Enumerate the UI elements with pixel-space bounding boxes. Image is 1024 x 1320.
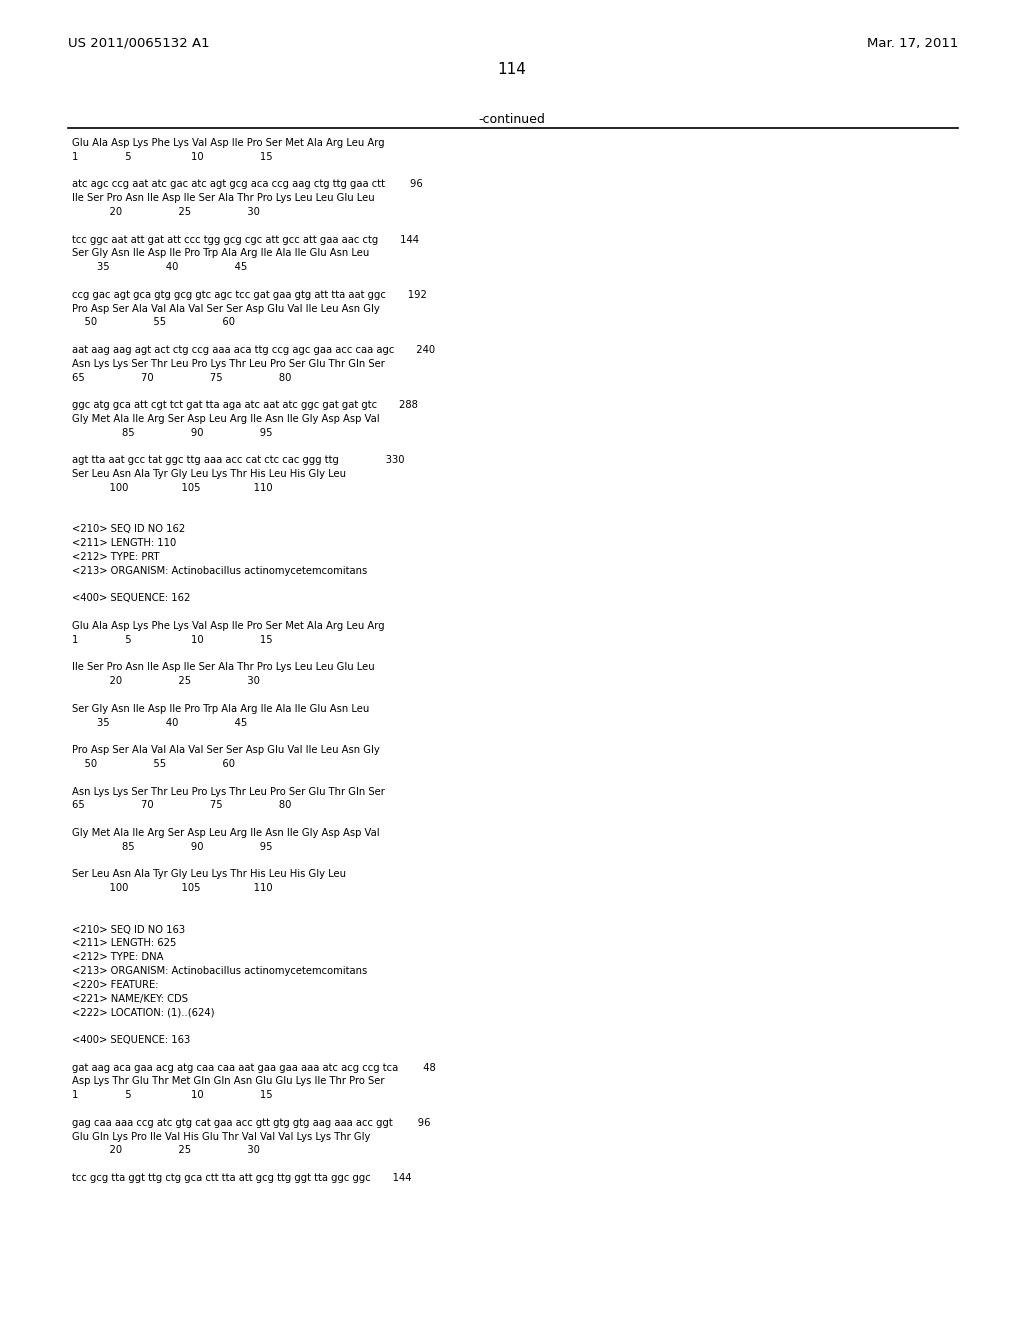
Text: Asp Lys Thr Glu Thr Met Gln Gln Asn Glu Glu Lys Ile Thr Pro Ser: Asp Lys Thr Glu Thr Met Gln Gln Asn Glu … — [72, 1076, 384, 1086]
Text: gat aag aca gaa acg atg caa caa aat gaa gaa aaa atc acg ccg tca        48: gat aag aca gaa acg atg caa caa aat gaa … — [72, 1063, 436, 1073]
Text: Glu Ala Asp Lys Phe Lys Val Asp Ile Pro Ser Met Ala Arg Leu Arg: Glu Ala Asp Lys Phe Lys Val Asp Ile Pro … — [72, 620, 385, 631]
Text: aat aag aag agt act ctg ccg aaa aca ttg ccg agc gaa acc caa agc       240: aat aag aag agt act ctg ccg aaa aca ttg … — [72, 345, 435, 355]
Text: ggc atg gca att cgt tct gat tta aga atc aat atc ggc gat gat gtc       288: ggc atg gca att cgt tct gat tta aga atc … — [72, 400, 418, 411]
Text: 1               5                   10                  15: 1 5 10 15 — [72, 1090, 272, 1100]
Text: <221> NAME/KEY: CDS: <221> NAME/KEY: CDS — [72, 994, 188, 1003]
Text: Glu Gln Lys Pro Ile Val His Glu Thr Val Val Val Lys Lys Thr Gly: Glu Gln Lys Pro Ile Val His Glu Thr Val … — [72, 1131, 371, 1142]
Text: 20                  25                  30: 20 25 30 — [72, 207, 260, 216]
Text: 65                  70                  75                  80: 65 70 75 80 — [72, 372, 292, 383]
Text: <211> LENGTH: 110: <211> LENGTH: 110 — [72, 539, 176, 548]
Text: Asn Lys Lys Ser Thr Leu Pro Lys Thr Leu Pro Ser Glu Thr Gln Ser: Asn Lys Lys Ser Thr Leu Pro Lys Thr Leu … — [72, 787, 385, 796]
Text: -continued: -continued — [478, 114, 546, 125]
Text: <210> SEQ ID NO 163: <210> SEQ ID NO 163 — [72, 924, 185, 935]
Text: 20                  25                  30: 20 25 30 — [72, 676, 260, 686]
Text: Gly Met Ala Ile Arg Ser Asp Leu Arg Ile Asn Ile Gly Asp Asp Val: Gly Met Ala Ile Arg Ser Asp Leu Arg Ile … — [72, 828, 380, 838]
Text: gag caa aaa ccg atc gtg cat gaa acc gtt gtg gtg aag aaa acc ggt        96: gag caa aaa ccg atc gtg cat gaa acc gtt … — [72, 1118, 430, 1127]
Text: agt tta aat gcc tat ggc ttg aaa acc cat ctc cac ggg ttg               330: agt tta aat gcc tat ggc ttg aaa acc cat … — [72, 455, 404, 466]
Text: 85                  90                  95: 85 90 95 — [72, 842, 272, 851]
Text: <213> ORGANISM: Actinobacillus actinomycetemcomitans: <213> ORGANISM: Actinobacillus actinomyc… — [72, 566, 368, 576]
Text: 35                  40                  45: 35 40 45 — [72, 263, 247, 272]
Text: Pro Asp Ser Ala Val Ala Val Ser Ser Asp Glu Val Ile Leu Asn Gly: Pro Asp Ser Ala Val Ala Val Ser Ser Asp … — [72, 304, 380, 314]
Text: 1               5                   10                  15: 1 5 10 15 — [72, 635, 272, 644]
Text: Ser Gly Asn Ile Asp Ile Pro Trp Ala Arg Ile Ala Ile Glu Asn Leu: Ser Gly Asn Ile Asp Ile Pro Trp Ala Arg … — [72, 248, 370, 259]
Text: Ser Leu Asn Ala Tyr Gly Leu Lys Thr His Leu His Gly Leu: Ser Leu Asn Ala Tyr Gly Leu Lys Thr His … — [72, 469, 346, 479]
Text: <220> FEATURE:: <220> FEATURE: — [72, 979, 159, 990]
Text: ccg gac agt gca gtg gcg gtc agc tcc gat gaa gtg att tta aat ggc       192: ccg gac agt gca gtg gcg gtc agc tcc gat … — [72, 290, 427, 300]
Text: <210> SEQ ID NO 162: <210> SEQ ID NO 162 — [72, 524, 185, 535]
Text: 85                  90                  95: 85 90 95 — [72, 428, 272, 438]
Text: <222> LOCATION: (1)..(624): <222> LOCATION: (1)..(624) — [72, 1007, 214, 1018]
Text: 35                  40                  45: 35 40 45 — [72, 718, 247, 727]
Text: <212> TYPE: DNA: <212> TYPE: DNA — [72, 952, 164, 962]
Text: tcc gcg tta ggt ttg ctg gca ctt tta att gcg ttg ggt tta ggc ggc       144: tcc gcg tta ggt ttg ctg gca ctt tta att … — [72, 1173, 412, 1183]
Text: Ile Ser Pro Asn Ile Asp Ile Ser Ala Thr Pro Lys Leu Leu Glu Leu: Ile Ser Pro Asn Ile Asp Ile Ser Ala Thr … — [72, 663, 375, 672]
Text: Asn Lys Lys Ser Thr Leu Pro Lys Thr Leu Pro Ser Glu Thr Gln Ser: Asn Lys Lys Ser Thr Leu Pro Lys Thr Leu … — [72, 359, 385, 368]
Text: <211> LENGTH: 625: <211> LENGTH: 625 — [72, 939, 176, 948]
Text: Mar. 17, 2011: Mar. 17, 2011 — [866, 37, 958, 50]
Text: <400> SEQUENCE: 163: <400> SEQUENCE: 163 — [72, 1035, 190, 1045]
Text: US 2011/0065132 A1: US 2011/0065132 A1 — [68, 37, 210, 50]
Text: 114: 114 — [498, 62, 526, 77]
Text: Glu Ala Asp Lys Phe Lys Val Asp Ile Pro Ser Met Ala Arg Leu Arg: Glu Ala Asp Lys Phe Lys Val Asp Ile Pro … — [72, 139, 385, 148]
Text: <400> SEQUENCE: 162: <400> SEQUENCE: 162 — [72, 594, 190, 603]
Text: tcc ggc aat att gat att ccc tgg gcg cgc att gcc att gaa aac ctg       144: tcc ggc aat att gat att ccc tgg gcg cgc … — [72, 235, 419, 244]
Text: Gly Met Ala Ile Arg Ser Asp Leu Arg Ile Asn Ile Gly Asp Asp Val: Gly Met Ala Ile Arg Ser Asp Leu Arg Ile … — [72, 414, 380, 424]
Text: Ser Gly Asn Ile Asp Ile Pro Trp Ala Arg Ile Ala Ile Glu Asn Leu: Ser Gly Asn Ile Asp Ile Pro Trp Ala Arg … — [72, 704, 370, 714]
Text: Pro Asp Ser Ala Val Ala Val Ser Ser Asp Glu Val Ile Leu Asn Gly: Pro Asp Ser Ala Val Ala Val Ser Ser Asp … — [72, 746, 380, 755]
Text: 100                 105                 110: 100 105 110 — [72, 883, 272, 894]
Text: <212> TYPE: PRT: <212> TYPE: PRT — [72, 552, 160, 562]
Text: 20                  25                  30: 20 25 30 — [72, 1146, 260, 1155]
Text: Ser Leu Asn Ala Tyr Gly Leu Lys Thr His Leu His Gly Leu: Ser Leu Asn Ala Tyr Gly Leu Lys Thr His … — [72, 870, 346, 879]
Text: 100                 105                 110: 100 105 110 — [72, 483, 272, 492]
Text: 65                  70                  75                  80: 65 70 75 80 — [72, 800, 292, 810]
Text: 50                  55                  60: 50 55 60 — [72, 317, 234, 327]
Text: 1               5                   10                  15: 1 5 10 15 — [72, 152, 272, 162]
Text: 50                  55                  60: 50 55 60 — [72, 759, 234, 770]
Text: Ile Ser Pro Asn Ile Asp Ile Ser Ala Thr Pro Lys Leu Leu Glu Leu: Ile Ser Pro Asn Ile Asp Ile Ser Ala Thr … — [72, 193, 375, 203]
Text: <213> ORGANISM: Actinobacillus actinomycetemcomitans: <213> ORGANISM: Actinobacillus actinomyc… — [72, 966, 368, 975]
Text: atc agc ccg aat atc gac atc agt gcg aca ccg aag ctg ttg gaa ctt        96: atc agc ccg aat atc gac atc agt gcg aca … — [72, 180, 423, 189]
